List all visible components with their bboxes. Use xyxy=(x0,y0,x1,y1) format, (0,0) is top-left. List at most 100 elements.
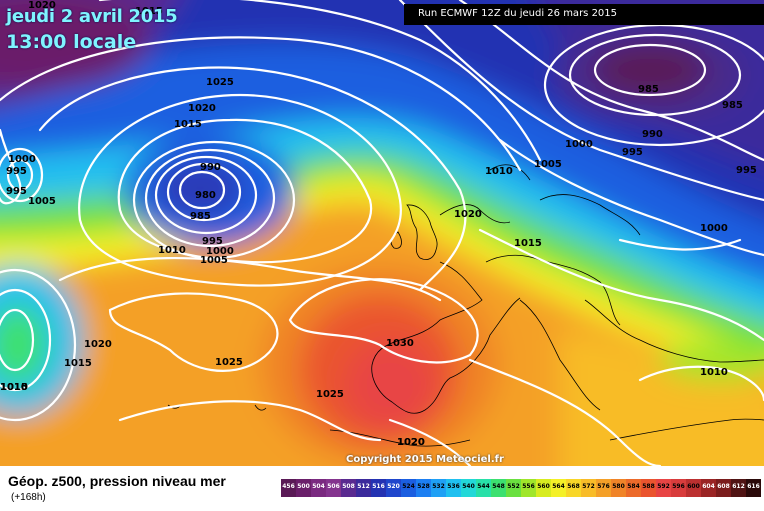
svg-text:1000: 1000 xyxy=(8,154,36,165)
svg-text:1020: 1020 xyxy=(454,209,482,220)
scale-value: 580 xyxy=(612,483,625,490)
scale-value: 560 xyxy=(537,483,550,490)
scale-value: 568 xyxy=(567,483,580,490)
scale-value: 616 xyxy=(747,483,760,490)
scale-value: 504 xyxy=(312,483,325,490)
scale-swatch-456: 456 xyxy=(281,479,296,497)
svg-text:1015: 1015 xyxy=(174,119,202,130)
svg-text:1015: 1015 xyxy=(514,238,542,249)
svg-text:1010: 1010 xyxy=(485,166,513,177)
svg-text:985: 985 xyxy=(722,100,743,111)
coastlines xyxy=(167,164,764,447)
scale-value: 528 xyxy=(417,483,430,490)
scale-value: 540 xyxy=(462,483,475,490)
svg-text:1020: 1020 xyxy=(397,437,425,448)
scale-value: 584 xyxy=(627,483,640,490)
svg-text:1000: 1000 xyxy=(206,246,234,257)
forecast-date: jeudi 2 avril 2015 xyxy=(6,6,178,27)
scale-value: 592 xyxy=(657,483,670,490)
scale-swatch-576: 576 xyxy=(596,479,611,497)
scale-swatch-568: 568 xyxy=(566,479,581,497)
scale-value: 596 xyxy=(672,483,685,490)
svg-text:1010: 1010 xyxy=(0,382,28,393)
svg-text:980: 980 xyxy=(195,190,216,201)
scale-value: 576 xyxy=(597,483,610,490)
svg-text:1005: 1005 xyxy=(200,255,228,266)
scale-swatch-508: 508 xyxy=(341,479,356,497)
svg-text:990: 990 xyxy=(200,162,221,173)
svg-text:995: 995 xyxy=(202,236,223,247)
svg-text:990: 990 xyxy=(642,129,663,140)
scale-value: 520 xyxy=(387,483,400,490)
svg-text:1020: 1020 xyxy=(188,103,216,114)
scale-swatch-572: 572 xyxy=(581,479,596,497)
svg-text:1010: 1010 xyxy=(0,382,28,393)
scale-swatch-536: 536 xyxy=(446,479,461,497)
scale-value: 500 xyxy=(297,483,310,490)
legend-title: Géop. z500, pression niveau mer xyxy=(8,473,226,489)
svg-text:985: 985 xyxy=(638,84,659,95)
svg-text:1015: 1015 xyxy=(64,358,92,369)
svg-text:1000: 1000 xyxy=(700,223,728,234)
svg-text:1025: 1025 xyxy=(215,357,243,368)
scale-value: 456 xyxy=(282,483,295,490)
scale-value: 552 xyxy=(507,483,520,490)
scale-value: 524 xyxy=(402,483,415,490)
scale-value: 516 xyxy=(372,483,385,490)
svg-text:985: 985 xyxy=(190,211,211,222)
scale-swatch-584: 584 xyxy=(626,479,641,497)
scale-value: 612 xyxy=(732,483,745,490)
svg-text:1015: 1015 xyxy=(135,6,163,17)
scale-value: 600 xyxy=(687,483,700,490)
scale-value: 536 xyxy=(447,483,460,490)
forecast-time: 13:00 locale xyxy=(6,31,137,53)
scale-value: 532 xyxy=(432,483,445,490)
scale-value: 588 xyxy=(642,483,655,490)
svg-text:1020: 1020 xyxy=(84,339,112,350)
scale-value: 608 xyxy=(717,483,730,490)
run-info: Run ECMWF 12Z du jeudi 26 mars 2015 xyxy=(418,8,618,19)
legend-subtitle: (+168h) xyxy=(11,492,46,503)
scale-value: 604 xyxy=(702,483,715,490)
scale-value: 512 xyxy=(357,483,370,490)
scale-swatch-506: 506 xyxy=(326,479,341,497)
scale-swatch-544: 544 xyxy=(476,479,491,497)
isobars xyxy=(0,0,764,466)
scale-swatch-556: 556 xyxy=(521,479,536,497)
scale-value: 548 xyxy=(492,483,505,490)
scale-value: 508 xyxy=(342,483,355,490)
svg-text:995: 995 xyxy=(736,165,757,176)
scale-swatch-532: 532 xyxy=(431,479,446,497)
scale-value: 544 xyxy=(477,483,490,490)
scale-swatch-612: 612 xyxy=(731,479,746,497)
scale-value: 556 xyxy=(522,483,535,490)
scale-swatch-520: 520 xyxy=(386,479,401,497)
svg-text:1005: 1005 xyxy=(534,159,562,170)
svg-text:995: 995 xyxy=(6,186,27,197)
svg-text:1015: 1015 xyxy=(0,382,28,393)
scale-value: 572 xyxy=(582,483,595,490)
svg-text:1030: 1030 xyxy=(386,338,414,349)
scale-swatch-540: 540 xyxy=(461,479,476,497)
scale-value: 564 xyxy=(552,483,565,490)
svg-text:1010: 1010 xyxy=(158,245,186,256)
scale-swatch-524: 524 xyxy=(401,479,416,497)
scale-swatch-512: 512 xyxy=(356,479,371,497)
scale-swatch-608: 608 xyxy=(716,479,731,497)
color-scale: 456 500 504 506 508 512 516 520 524 528 532 536 540 5… xyxy=(281,479,761,497)
scale-swatch-500: 500 xyxy=(296,479,311,497)
svg-text:995: 995 xyxy=(622,147,643,158)
scale-swatch-600: 600 xyxy=(686,479,701,497)
scale-swatch-552: 552 xyxy=(506,479,521,497)
legend-panel: Géop. z500, pression niveau mer (+168h) … xyxy=(0,466,764,511)
scale-value: 506 xyxy=(327,483,340,490)
svg-text:1025: 1025 xyxy=(316,389,344,400)
map-canvas: 1020 1015 1025 1020 1015 1000 995 995 10… xyxy=(0,0,764,466)
svg-text:995: 995 xyxy=(6,166,27,177)
svg-text:1020: 1020 xyxy=(28,0,56,11)
scale-swatch-560: 560 xyxy=(536,479,551,497)
scale-swatch-516: 516 xyxy=(371,479,386,497)
svg-text:1020: 1020 xyxy=(397,437,425,448)
svg-text:1010: 1010 xyxy=(700,367,728,378)
svg-text:1000: 1000 xyxy=(565,139,593,150)
